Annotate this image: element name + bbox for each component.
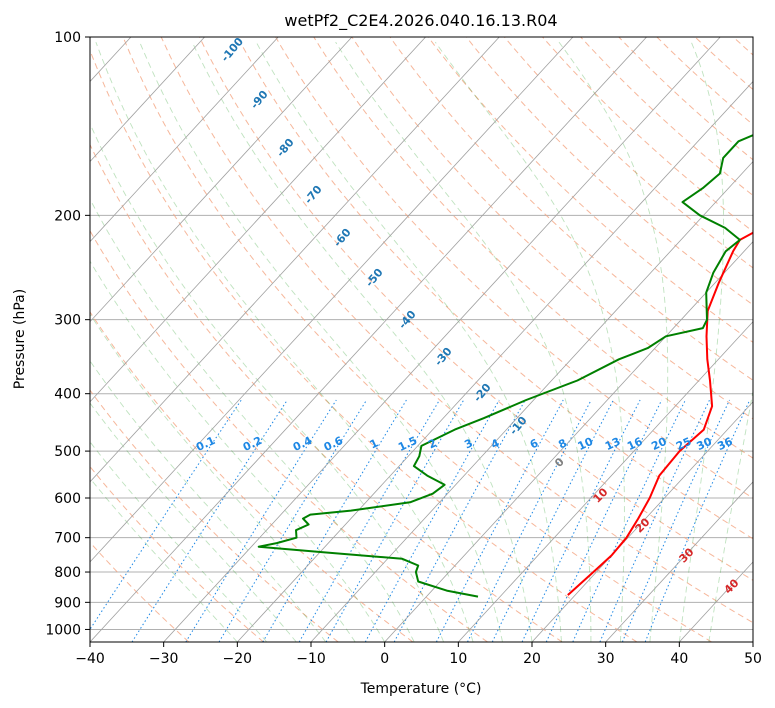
mixing-ratio-line <box>218 399 368 642</box>
dry-adiabat <box>90 229 488 642</box>
moist-adiabat <box>90 122 445 642</box>
y-axis: 100 200 300 400 500 600 700 800 900 1000 <box>45 30 90 638</box>
y-tick-label: 300 <box>54 313 81 329</box>
x-tick-label: 10 <box>449 651 467 667</box>
x-tick-label: 20 <box>523 651 541 667</box>
isotherm <box>605 481 753 642</box>
isotherm <box>163 37 721 642</box>
x-tick-label: −40 <box>75 651 105 667</box>
mixing-ratio-label: 30 <box>695 435 715 453</box>
isotherm <box>90 37 500 483</box>
mixing-ratio-lines <box>90 399 751 642</box>
mixing-ratio-label: 25 <box>674 435 693 453</box>
mixing-ratio-line <box>298 399 440 642</box>
sounding-profiles <box>257 134 753 598</box>
mixing-ratio-line <box>521 399 641 642</box>
moist-adiabat <box>558 41 669 642</box>
x-tick-label: 40 <box>670 651 688 667</box>
y-tick-label: 900 <box>54 595 81 611</box>
isotherm <box>384 241 753 642</box>
isotherm <box>90 37 353 323</box>
isotherm <box>90 37 279 243</box>
y-tick-label: 400 <box>54 387 81 403</box>
mixing-ratio-label: 20 <box>649 435 669 453</box>
mixing-ratio-line <box>262 399 407 642</box>
isotherm <box>310 160 753 642</box>
y-tick-label: 800 <box>54 565 81 581</box>
dry-adiabat <box>542 37 753 233</box>
moist-adiabat <box>335 41 592 642</box>
x-axis-label: Temperature (°C) <box>360 681 482 697</box>
x-tick-label: −30 <box>149 651 179 667</box>
mixing-ratio-line <box>621 399 730 642</box>
mixing-ratio-line <box>90 399 242 631</box>
dry-adiabat <box>122 37 712 642</box>
mixing-ratio-label: 13 <box>603 435 622 453</box>
dry-adiabat <box>389 37 753 381</box>
moist-adiabat <box>95 41 474 642</box>
y-tick-label: 100 <box>54 30 81 46</box>
mixing-ratio-line <box>491 399 614 642</box>
x-axis: −40 −30 −20 −10 0 10 20 30 40 50 <box>75 642 762 667</box>
chart-title: wetPf2_C2E4.2026.040.16.13.R04 <box>284 11 557 31</box>
isotherm <box>90 37 647 642</box>
mixing-ratio-line <box>185 399 337 642</box>
y-tick-label: 1000 <box>45 622 81 638</box>
dry-adiabat <box>90 389 339 642</box>
mixing-ratio-line <box>545 399 663 642</box>
y-tick-label: 700 <box>54 531 81 547</box>
isotherm <box>237 80 753 642</box>
mixing-ratio-line <box>572 399 686 642</box>
moist-adiabat <box>434 41 625 642</box>
isotherm <box>90 37 205 163</box>
dry-adiabat <box>351 37 753 420</box>
x-tick-label: 30 <box>597 651 615 667</box>
mixing-ratio-label: 16 <box>625 435 645 453</box>
y-tick-label: 500 <box>54 444 81 460</box>
moist-adiabat <box>255 41 562 642</box>
plot-frame <box>89 36 754 643</box>
moist-adiabats <box>90 41 753 642</box>
temperature-profile <box>567 231 753 596</box>
x-tick-label: −10 <box>296 651 326 667</box>
dry-adiabat <box>90 49 638 642</box>
moist-adiabat <box>678 41 725 642</box>
dry-adiabat <box>275 37 753 499</box>
moist-adiabat <box>139 41 503 642</box>
mixing-ratio-label: 36 <box>715 435 735 453</box>
moist-adiabat <box>708 388 753 642</box>
dewpoint-profile <box>257 134 753 598</box>
mixing-ratio-line <box>467 399 592 642</box>
dry-adiabat <box>465 37 753 306</box>
x-tick-label: 0 <box>380 651 389 667</box>
isotherm <box>90 37 426 403</box>
isotherm <box>90 37 574 563</box>
y-axis-label: Pressure (hPa) <box>12 289 28 389</box>
moist-adiabat <box>90 402 297 642</box>
x-tick-label: −20 <box>223 651 253 667</box>
dry-adiabat <box>504 37 753 269</box>
dry-adiabat <box>90 311 414 642</box>
moist-adiabat <box>90 360 327 642</box>
mixing-ratio-line <box>435 399 564 642</box>
dry-adiabat <box>198 37 753 581</box>
moist-adiabat <box>90 198 415 642</box>
dry-adiabat <box>90 143 563 642</box>
y-tick-label: 200 <box>54 208 81 224</box>
x-tick-label: 50 <box>744 651 762 667</box>
mixing-ratio-label: 10 <box>576 435 596 453</box>
moist-adiabat <box>90 313 356 642</box>
mixing-ratio-line <box>393 399 526 642</box>
isotherm <box>458 321 753 642</box>
moist-adiabat <box>191 41 533 642</box>
y-tick-label: 600 <box>54 491 81 507</box>
